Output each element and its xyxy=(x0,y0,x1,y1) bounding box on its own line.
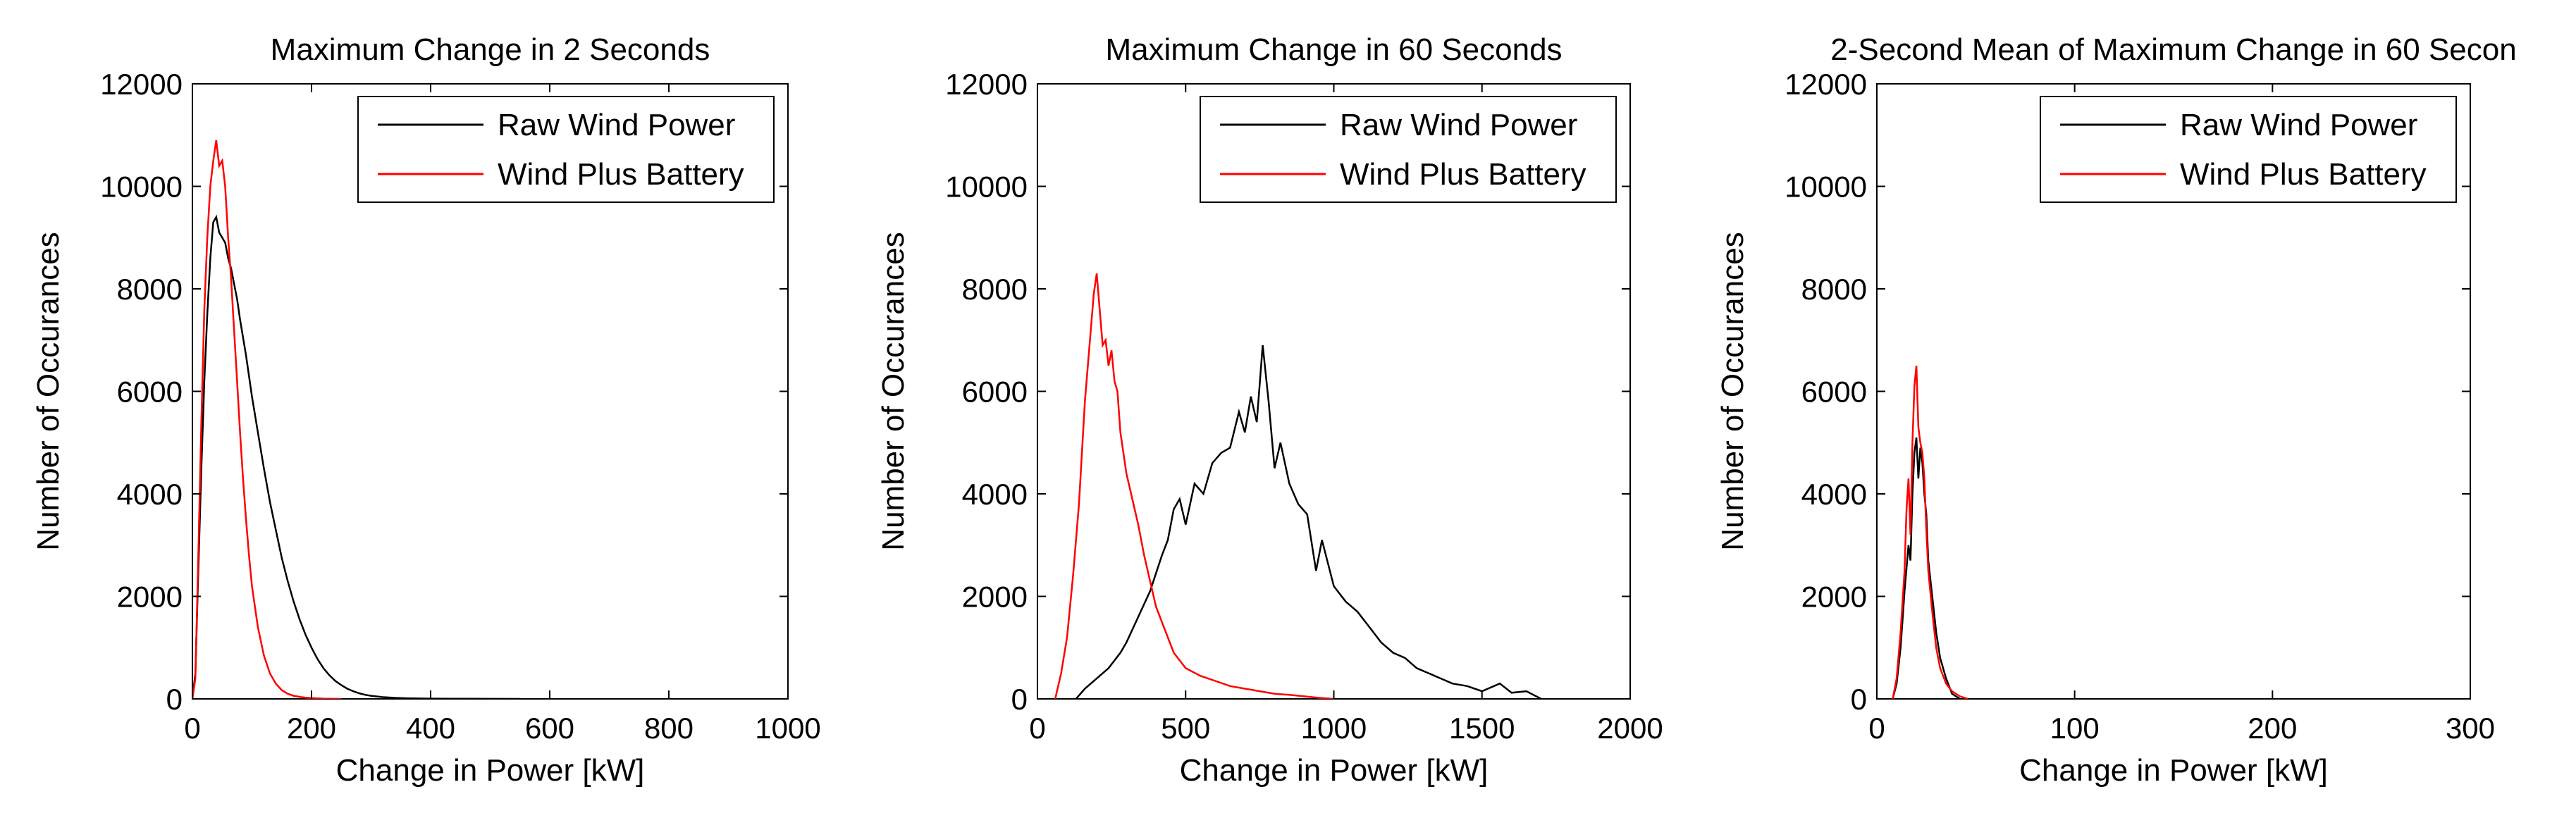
x-tick-label: 500 xyxy=(1161,712,1210,745)
x-tick-label: 0 xyxy=(184,712,200,745)
plot-area xyxy=(1892,365,1968,699)
chart-title: Maximum Change in 2 Seconds xyxy=(271,32,710,67)
y-tick-label: 2000 xyxy=(962,581,1028,614)
y-tick-label: 10000 xyxy=(1785,170,1867,204)
y-tick-label: 4000 xyxy=(1801,478,1867,511)
x-tick-label: 200 xyxy=(287,712,336,745)
series-line-wind-plus-battery xyxy=(1892,365,1968,699)
x-axis-label: Change in Power [kW] xyxy=(2019,753,2328,788)
y-tick-label: 6000 xyxy=(962,376,1028,409)
y-tick-label: 4000 xyxy=(962,478,1028,511)
y-tick-label: 0 xyxy=(166,683,183,716)
x-tick-label: 0 xyxy=(1029,712,1045,745)
x-tick-label: 400 xyxy=(406,712,455,745)
series-line-wind-plus-battery xyxy=(192,139,342,699)
y-tick-label: 6000 xyxy=(117,376,183,409)
y-tick-label: 4000 xyxy=(117,478,183,511)
y-axis-label: Number of Occurances xyxy=(876,232,911,550)
chart-panel-2s-mean-max-change-60s: 0 100 200 300 0 2000 4000 6000 8000 10000 120002-S… xyxy=(1715,32,2517,788)
y-tick-label: 0 xyxy=(1011,683,1028,716)
y-tick-label: 0 xyxy=(1851,683,1867,716)
y-tick-label: 8000 xyxy=(117,273,183,306)
x-tick-label: 200 xyxy=(2248,712,2297,745)
x-axis-label: Change in Power [kW] xyxy=(336,753,645,788)
chart-panel-max-change-2s: 0 200 400 600 800 100002000400060008000100001… xyxy=(31,32,821,788)
chart-title: Maximum Change in 60 Seconds xyxy=(1105,32,1562,67)
y-tick-label: 2000 xyxy=(1801,581,1867,614)
x-tick-label: 800 xyxy=(644,712,694,745)
legend-box xyxy=(357,96,775,203)
plot-area xyxy=(192,139,520,699)
legend-label: Raw Wind Power xyxy=(498,108,735,142)
x-tick-label: 300 xyxy=(2446,712,2495,745)
legend-label: Wind Plus Battery xyxy=(1340,157,1586,192)
y-tick-label: 6000 xyxy=(1801,376,1867,409)
legend-label: Wind Plus Battery xyxy=(2180,157,2427,192)
chart-panel-max-change-60s: 0 500 1000 1500 2000 0 2000 4000 6000 8000 10000 12… xyxy=(876,32,1663,788)
y-tick-label: 2000 xyxy=(117,581,183,614)
x-tick-label: 2000 xyxy=(1597,712,1663,745)
y-tick-label: 8000 xyxy=(962,273,1028,306)
legend-label: Raw Wind Power xyxy=(1340,108,1577,142)
y-tick-label: 10000 xyxy=(100,170,183,204)
chart-title: 2-Second Mean of Maximum Change in 60 Se… xyxy=(1830,32,2516,67)
series-line-wind-plus-battery xyxy=(1054,273,1334,699)
x-tick-label: 1000 xyxy=(755,712,820,745)
x-tick-label: 600 xyxy=(525,712,574,745)
y-tick-label: 12000 xyxy=(1785,68,1867,101)
y-tick-label: 12000 xyxy=(945,68,1028,101)
legend-box xyxy=(2040,96,2457,203)
legend-label: Wind Plus Battery xyxy=(498,157,744,192)
plot-area xyxy=(1054,273,1542,699)
legend-label: Raw Wind Power xyxy=(2180,108,2417,142)
series-line-raw-wind-power xyxy=(192,214,520,699)
legend: Raw Wind Power Wind Plus Battery xyxy=(2040,96,2457,203)
x-tick-label: 1000 xyxy=(1301,712,1367,745)
x-axis-label: Change in Power [kW] xyxy=(1180,753,1489,788)
x-tick-label: 1500 xyxy=(1449,712,1515,745)
y-tick-label: 8000 xyxy=(1801,273,1867,306)
series-line-raw-wind-power xyxy=(1075,345,1542,699)
y-tick-label: 10000 xyxy=(945,170,1028,204)
series-line-raw-wind-power xyxy=(1892,437,1961,699)
y-axis-label: Number of Occurances xyxy=(31,232,66,550)
legend-box xyxy=(1200,96,1617,203)
y-tick-label: 12000 xyxy=(100,68,183,101)
y-axis-label: Number of Occurances xyxy=(1715,232,1750,550)
x-tick-label: 100 xyxy=(2050,712,2100,745)
legend: Raw Wind Power Wind Plus Battery xyxy=(357,96,775,203)
x-tick-label: 0 xyxy=(1868,712,1885,745)
legend: Raw Wind Power Wind Plus Battery xyxy=(1200,96,1617,203)
